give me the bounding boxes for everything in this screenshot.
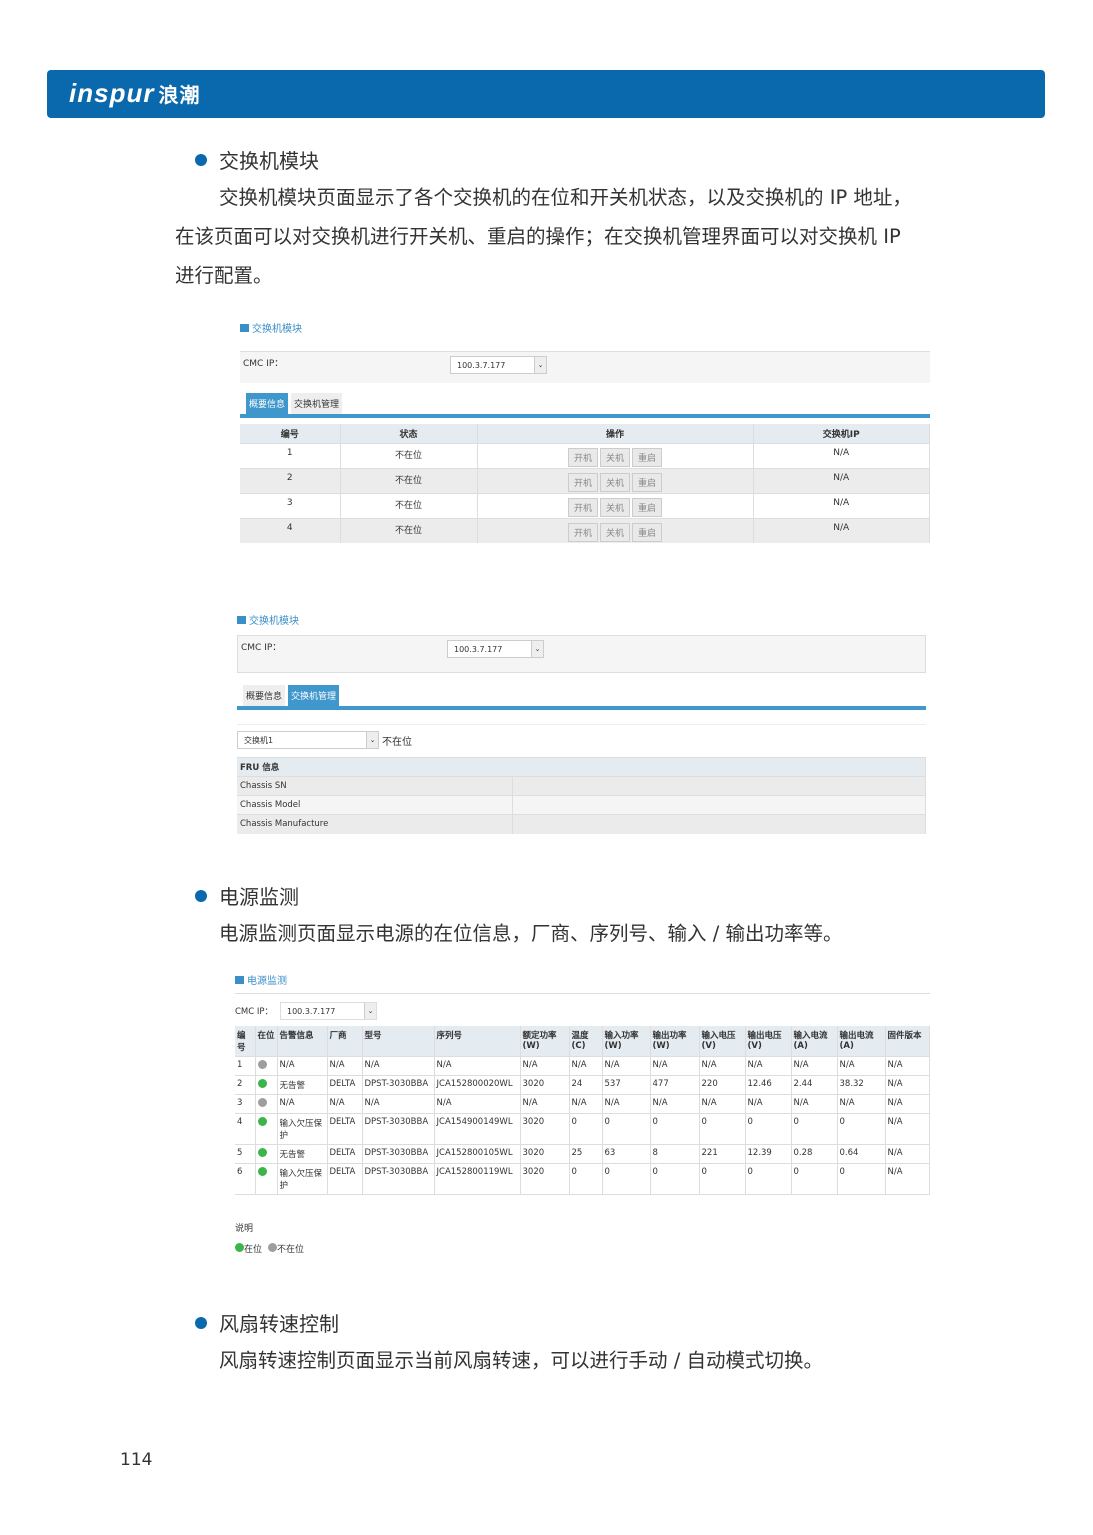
power-off-button[interactable]: 关机 <box>599 497 630 517</box>
fru-table: FRU 信息 Chassis SN Chassis Model Chassis … <box>237 757 926 834</box>
tab-switch-management[interactable]: 交换机管理 <box>291 393 343 414</box>
column-header: 额定功率(W) <box>520 1026 570 1057</box>
restart-button[interactable]: 重启 <box>632 522 663 542</box>
column-header: 编号 <box>235 1026 256 1057</box>
power-on-button[interactable]: 开机 <box>567 447 598 467</box>
panel-title: 电源监测 <box>235 972 930 987</box>
section-title-fan: 风扇转速控制 <box>195 1308 339 1337</box>
present-status-icon <box>257 1148 267 1157</box>
table-row: 1 N/A N/A N/A N/A N/A N/A N/A N/A N/A N/A N/A N/A N/A <box>235 1056 930 1076</box>
switch-overview-screenshot: 交换机模块 CMC IP： 100.3.7.177 ⌄ 概要信息 交换机管理 编号… <box>240 320 930 543</box>
power-off-button[interactable]: 关机 <box>599 522 630 542</box>
legend: 在位 不在位 <box>235 1242 930 1255</box>
table-row: 2 无告警 DELTA DPST-3030BBA JCA152800020WL 3020 2… <box>235 1075 930 1095</box>
restart-button[interactable]: 重启 <box>632 497 663 517</box>
absent-status-icon <box>257 1098 267 1107</box>
panel-title: 交换机模块 <box>240 320 930 335</box>
present-status-icon <box>257 1117 267 1126</box>
switch-status: 不在位 <box>382 736 412 748</box>
power-table: 编号 在位 告警信息 厂商 型号 序列号 额定功率(W) 温度(C) 输入功率(W) 输出功率(W… <box>235 1026 930 1195</box>
cmc-row: CMC IP： 100.3.7.177 ⌄ <box>237 635 926 673</box>
table-row: 6 输入欠压保护 DELTA DPST-3030BBA JCA152800119WL 30… <box>235 1163 930 1195</box>
present-status-icon <box>257 1079 267 1088</box>
switch-management-screenshot: 交换机模块 CMC IP： 100.3.7.177 ⌄ 概要信息 交换机管理 交换… <box>237 612 926 834</box>
table-row: 4 不在位 开机 关机 重启 N/A <box>240 517 930 543</box>
bullet-icon <box>195 154 207 166</box>
cmc-ip-select[interactable]: 100.3.7.177 ⌄ <box>280 1002 377 1020</box>
section-title-switch: 交换机模块 <box>195 145 319 174</box>
column-header: 固件版本 <box>885 1026 930 1057</box>
tab-overview[interactable]: 概要信息 <box>246 393 289 414</box>
table-row: 1 不在位 开机 关机 重启 N/A <box>240 442 930 468</box>
table-row: 3 不在位 开机 关机 重启 N/A <box>240 492 930 518</box>
table-row: 5 无告警 DELTA DPST-3030BBA JCA152800105WL 3020 2… <box>235 1144 930 1164</box>
table-row: 4 输入欠压保护 DELTA DPST-3030BBA JCA154900149WL 30… <box>235 1113 930 1145</box>
panel-title: 交换机模块 <box>237 612 926 627</box>
section-text-fan: 风扇转速控制页面显示当前风扇转速，可以进行手动 / 自动模式切换。 <box>219 1349 823 1372</box>
column-header: 输出功率(W) <box>650 1026 700 1057</box>
column-header: 输入电压(V) <box>699 1026 746 1057</box>
power-off-button[interactable]: 关机 <box>599 472 630 492</box>
column-header: 输出电流(A) <box>837 1026 886 1057</box>
column-header: 输入功率(W) <box>602 1026 651 1057</box>
inspur-logo: inspur 浪潮 <box>69 78 201 108</box>
restart-button[interactable]: 重启 <box>632 447 663 467</box>
absent-status-icon <box>257 1060 267 1069</box>
present-dot-icon <box>235 1243 244 1252</box>
power-monitor-screenshot: 电源监测 CMC IP： 100.3.7.177 ⌄ 编号 在位 告警信息 厂商 型号 序列… <box>235 972 930 1255</box>
switch-select[interactable]: 交换机1 ⌄ <box>237 731 379 749</box>
legend-title: 说明 <box>235 1224 254 1234</box>
column-header: 型号 <box>362 1026 435 1057</box>
header-bar: inspur 浪潮 <box>47 70 1045 118</box>
power-on-button[interactable]: 开机 <box>567 497 598 517</box>
tab-overview[interactable]: 概要信息 <box>243 685 286 706</box>
column-header: 温度(C) <box>569 1026 603 1057</box>
power-on-button[interactable]: 开机 <box>567 522 598 542</box>
section-text-switch: 交换机模块页面显示了各个交换机的在位和开关机状态，以及交换机的 IP 地址， 在该… <box>175 186 912 287</box>
table-row: 3 N/A N/A N/A N/A N/A N/A N/A N/A N/A N/A N/A N/A N/A <box>235 1094 930 1114</box>
section-text-power: 电源监测页面显示电源的在位信息，厂商、序列号、输入 / 输出功率等。 <box>219 922 843 945</box>
power-on-button[interactable]: 开机 <box>567 472 598 492</box>
column-header: 告警信息 <box>277 1026 328 1057</box>
column-header: 输入电流(A) <box>791 1026 838 1057</box>
bullet-icon <box>195 1317 207 1329</box>
column-header: 在位 <box>255 1026 278 1057</box>
bullet-icon <box>195 890 207 902</box>
page-number: 114 <box>120 1450 153 1470</box>
cmc-ip-select[interactable]: 100.3.7.177 ⌄ <box>450 356 547 374</box>
section-title-power: 电源监测 <box>195 881 299 910</box>
table-row: 2 不在位 开机 关机 重启 N/A <box>240 467 930 493</box>
present-status-icon <box>257 1167 267 1176</box>
cmc-ip-select[interactable]: 100.3.7.177 ⌄ <box>447 640 544 658</box>
tab-switch-management[interactable]: 交换机管理 <box>288 685 340 706</box>
absent-dot-icon <box>268 1243 278 1252</box>
column-header: 厂商 <box>327 1026 363 1057</box>
power-off-button[interactable]: 关机 <box>599 447 630 467</box>
switch-table: 编号 状态 操作 交换机IP 1 不在位 开机 关机 重启 N/A 2 不在位 开机 关机 重启 N/A 3 不… <box>240 424 930 543</box>
restart-button[interactable]: 重启 <box>632 472 663 492</box>
column-header: 序列号 <box>434 1026 521 1057</box>
column-header: 输出电压(V) <box>745 1026 792 1057</box>
cmc-row: CMC IP： 100.3.7.177 ⌄ <box>240 351 930 383</box>
